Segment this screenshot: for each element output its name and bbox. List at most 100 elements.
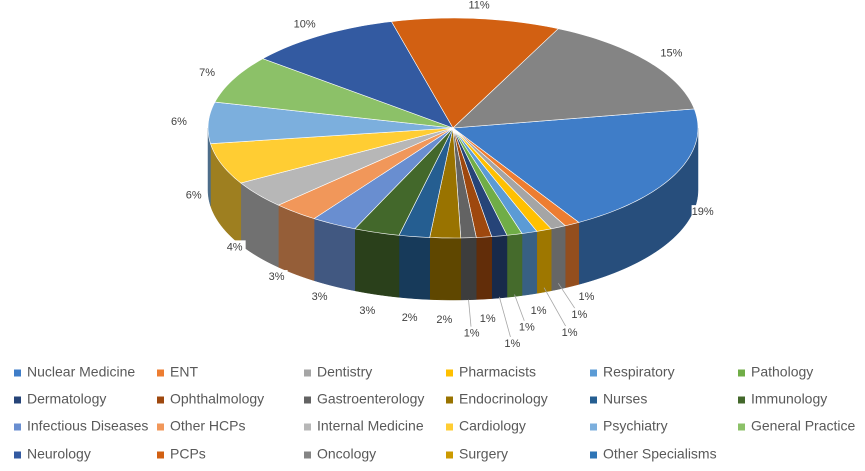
data-label: 6% <box>186 190 202 202</box>
label-bg <box>398 311 421 326</box>
data-label: 1% <box>531 305 547 317</box>
data-label: 3% <box>359 305 375 317</box>
legend-label: Pharmacists <box>459 364 536 380</box>
legend-swatch <box>446 369 453 377</box>
legend-swatch <box>590 451 597 459</box>
slice-side <box>313 218 356 292</box>
legend-swatch <box>304 423 311 431</box>
label-bg <box>515 320 538 335</box>
legend-label: ENT <box>170 364 198 380</box>
slice <box>452 108 699 223</box>
slice-side <box>565 222 580 289</box>
data-label: 2% <box>436 314 452 326</box>
legend-swatch <box>738 423 745 431</box>
data-label: 1% <box>571 309 587 321</box>
label-bg <box>356 304 379 319</box>
legend-label: Nuclear Medicine <box>27 364 135 380</box>
leader-line <box>543 287 570 334</box>
label-bg <box>527 304 550 319</box>
data-label: 6% <box>171 116 187 128</box>
data-label: 3% <box>312 291 328 303</box>
slice <box>354 127 454 236</box>
slice <box>429 127 462 239</box>
legend-label: Dermatology <box>27 391 106 407</box>
legend-swatch <box>446 423 453 431</box>
label-bg <box>501 336 524 351</box>
legend-label: Neurology <box>27 446 91 462</box>
legend-swatch <box>157 369 164 377</box>
legend-swatch <box>157 396 164 404</box>
label-bg <box>167 115 190 130</box>
label-bg <box>575 290 598 305</box>
slice-side <box>536 228 552 294</box>
legend-label: Cardiology <box>459 418 526 434</box>
label-bg <box>265 270 288 285</box>
slice-side <box>521 231 538 296</box>
legend-swatch <box>304 369 311 377</box>
legend-label: Respiratory <box>603 364 675 380</box>
legend-label: Other Specialisms <box>603 446 717 462</box>
legend-swatch <box>14 451 21 459</box>
label-bg <box>468 0 491 13</box>
slice-side <box>491 235 508 299</box>
label-bg <box>691 205 714 220</box>
legend-label: PCPs <box>170 446 206 462</box>
legend-swatch <box>590 369 597 377</box>
legend-label: Ophthalmology <box>170 391 264 407</box>
legend-label: Psychiatry <box>603 418 668 434</box>
legend-swatch <box>304 451 311 459</box>
legend-swatch <box>590 423 597 431</box>
label-bg <box>476 311 499 326</box>
label-bg <box>433 313 456 328</box>
legend-swatch <box>738 396 745 404</box>
data-label: 15% <box>660 47 682 59</box>
legend-label: General Practice <box>751 418 855 434</box>
slice-side <box>460 237 477 301</box>
data-label: 1% <box>464 328 480 340</box>
legend-label: Other HCPs <box>170 418 245 434</box>
label-bg <box>308 290 331 305</box>
slice <box>207 101 454 144</box>
data-label: 11% <box>468 0 489 11</box>
data-label: 1% <box>480 313 496 325</box>
slice-side <box>398 235 430 300</box>
data-label: 1% <box>504 338 520 350</box>
data-label: 7% <box>199 67 215 79</box>
data-label: 1% <box>519 322 535 334</box>
legend-swatch <box>157 423 164 431</box>
slice <box>262 21 454 129</box>
legend-swatch <box>738 369 745 377</box>
legend-label: Infectious Diseases <box>27 418 148 434</box>
slice-side <box>550 225 566 292</box>
data-label: 10% <box>294 18 316 30</box>
slice-side <box>354 228 400 298</box>
legend-label: Internal Medicine <box>317 418 424 434</box>
label-bg <box>223 240 246 255</box>
data-label: 1% <box>578 291 594 303</box>
legend-swatch <box>446 396 453 404</box>
legend-swatch <box>304 396 311 404</box>
label-bg <box>182 188 205 203</box>
slice-side <box>506 233 523 298</box>
legend-label: Endocrinology <box>459 391 548 407</box>
legend-swatch <box>14 396 21 404</box>
data-label: 19% <box>692 206 714 218</box>
legend-swatch <box>14 423 21 431</box>
legend-label: Pathology <box>751 364 813 380</box>
slice <box>210 127 454 184</box>
legend-label: Gastroenterology <box>317 391 424 407</box>
legend-label: Nurses <box>603 391 647 407</box>
slice <box>214 58 454 129</box>
slice-side <box>429 237 462 301</box>
legend-label: Surgery <box>459 446 508 462</box>
legend-swatch <box>446 451 453 459</box>
data-label: 4% <box>227 241 243 253</box>
slice <box>240 127 454 206</box>
label-bg <box>568 308 591 323</box>
legend-label: Dentistry <box>317 364 372 380</box>
slice <box>452 28 695 129</box>
legend-label: Oncology <box>317 446 376 462</box>
leader-line <box>498 296 513 345</box>
label-bg <box>196 66 219 81</box>
